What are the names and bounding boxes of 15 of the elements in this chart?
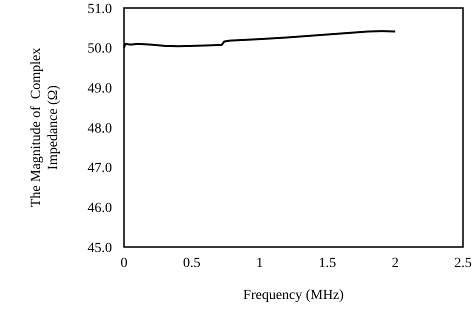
y-tick-label: 50.0	[88, 42, 112, 57]
y-tick-label: 45.0	[88, 240, 112, 256]
x-tick-label: 1	[256, 256, 264, 271]
y-tick-label: 47.0	[88, 161, 112, 176]
x-tick-label: 0	[120, 256, 128, 271]
y-tick-label: 51.0	[88, 2, 112, 17]
x-tick-label: 2.5	[454, 256, 472, 271]
y-tick-label: 48.0	[88, 121, 112, 136]
y-axis-title: The Magnitude of Complex Impedance (Ω)	[29, 48, 61, 208]
x-tick-label: 2	[392, 256, 399, 271]
x-tick-label: 0.5	[183, 256, 201, 271]
x-axis-title: Frequency (MHz)	[243, 288, 344, 303]
y-tick-label: 46.0	[88, 201, 112, 216]
y-tick-label: 49.0	[88, 82, 112, 97]
x-tick-label: 1.5	[318, 256, 336, 271]
